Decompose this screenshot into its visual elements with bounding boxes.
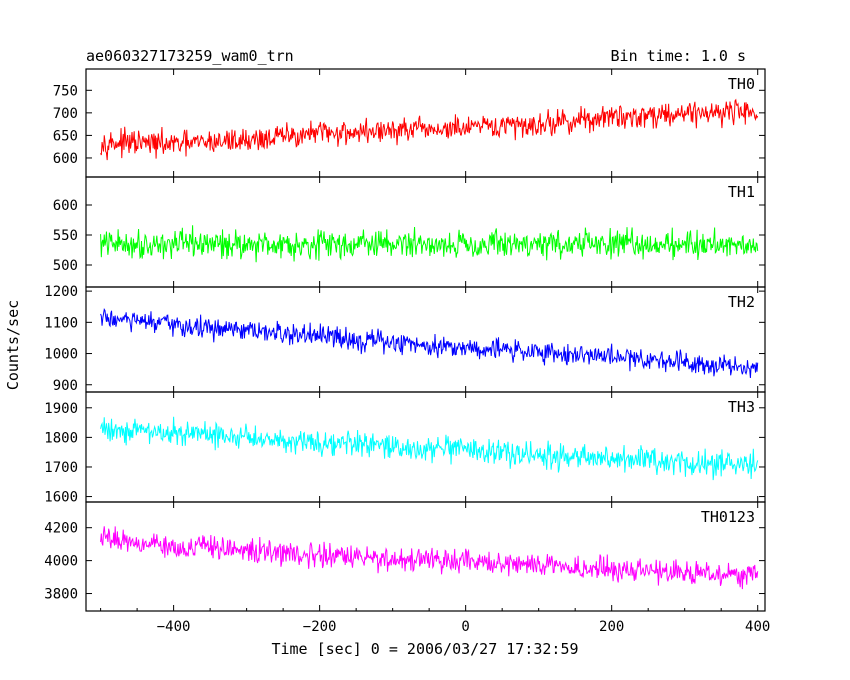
x-axis-label: Time [sec] 0 = 2006/03/27 17:32:59 (271, 640, 578, 658)
chart-title-left: ae060327173259_wam0_trn (86, 47, 294, 65)
series-line-th0123 (100, 526, 759, 590)
y-tick-label: 650 (53, 128, 78, 144)
y-tick-label: 550 (53, 228, 78, 244)
x-axis: −400 −200 0 200 400 (100, 608, 770, 635)
series-line-th2 (100, 308, 759, 378)
y-tick-label: 600 (53, 198, 78, 214)
series-line-th3 (100, 416, 759, 481)
y-axis-label: Counts/sec (4, 300, 22, 390)
panel-th0123: 3800 4000 4200 TH0123 (44, 501, 766, 612)
y-tick-label: 750 (53, 83, 78, 99)
y-tick-label: 1700 (44, 460, 78, 476)
series-line-th1 (100, 225, 759, 263)
panel-label: TH1 (728, 183, 755, 201)
x-tick-label: 200 (599, 619, 624, 635)
y-tick-label: 1900 (44, 401, 78, 417)
y-tick-label: 500 (53, 258, 78, 274)
panel-frame (85, 286, 766, 393)
y-tick-label: 1800 (44, 430, 78, 446)
y-tick-label: 1600 (44, 490, 78, 506)
panel-label: TH3 (728, 398, 755, 416)
y-tick-label: 700 (53, 106, 78, 122)
x-tick-label: 400 (745, 619, 770, 635)
y-tick-label: 3800 (44, 587, 78, 603)
panel-th1: 500 550 600 TH1 (53, 176, 766, 288)
y-tick-label: 1000 (44, 347, 78, 363)
y-tick-label: 1200 (44, 284, 78, 300)
series-line-th0 (100, 98, 759, 161)
panel-th3: 1600 1700 1800 1900 TH3 (44, 391, 766, 506)
panels: 600 650 700 750 TH0 500 550 600 TH1 900 1000 1100 12… (44, 68, 766, 612)
y-tick-label: 900 (53, 378, 78, 394)
y-tick-label: 4000 (44, 554, 78, 570)
x-tick-label: 0 (461, 619, 469, 635)
y-tick-label: 1100 (44, 315, 78, 331)
panel-frame (85, 391, 766, 503)
y-tick-label: 600 (53, 151, 78, 167)
y-tick-label: 4200 (44, 521, 78, 537)
panel-label: TH0123 (701, 508, 755, 526)
chart-title-right: Bin time: 1.0 s (611, 47, 746, 65)
panel-th0: 600 650 700 750 TH0 (53, 68, 766, 178)
panel-th2: 900 1000 1100 1200 TH2 (44, 284, 766, 394)
panel-label: TH2 (728, 293, 755, 311)
panel-label: TH0 (728, 75, 755, 93)
x-tick-label: −400 (157, 619, 191, 635)
panel-frame (85, 501, 766, 612)
x-tick-label: −200 (303, 619, 337, 635)
panel-frame (85, 176, 766, 288)
panel-frame (85, 68, 766, 178)
